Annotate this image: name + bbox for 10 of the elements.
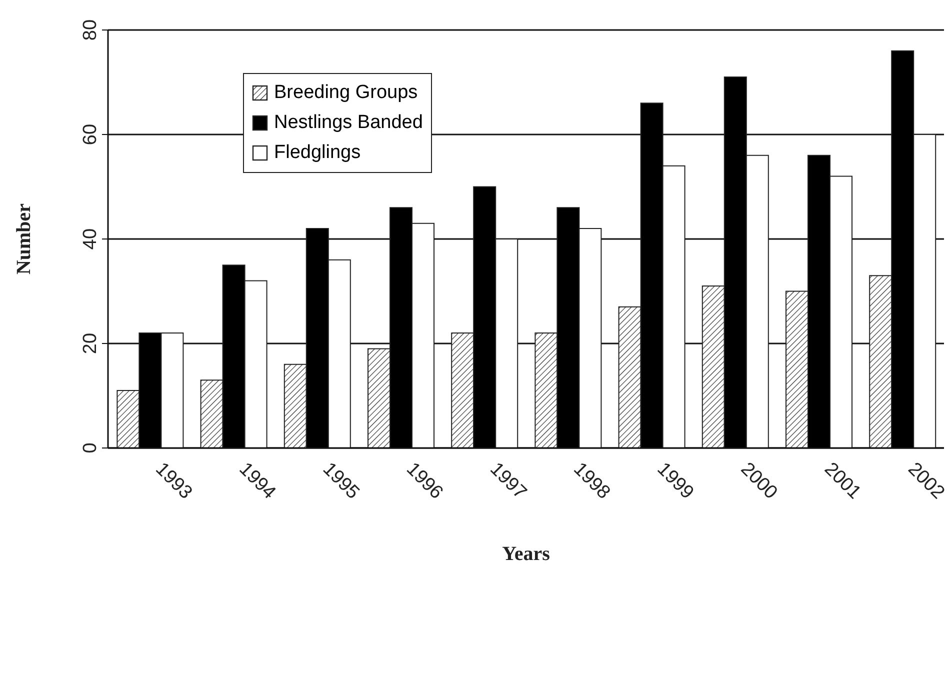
- y-axis-title: Number: [13, 203, 36, 275]
- y-tick-label: 80: [80, 19, 101, 41]
- y-tick-label: 20: [80, 332, 101, 354]
- y-tick-label: 40: [80, 228, 101, 250]
- legend-label: Nestlings Banded: [274, 112, 423, 134]
- y-tick-label: 0: [80, 442, 101, 454]
- x-axis-title: Years: [502, 543, 550, 565]
- legend-label: Breeding Groups: [274, 82, 418, 104]
- legend-label: Fledglings: [274, 142, 361, 164]
- y-tick-label: 60: [80, 124, 101, 146]
